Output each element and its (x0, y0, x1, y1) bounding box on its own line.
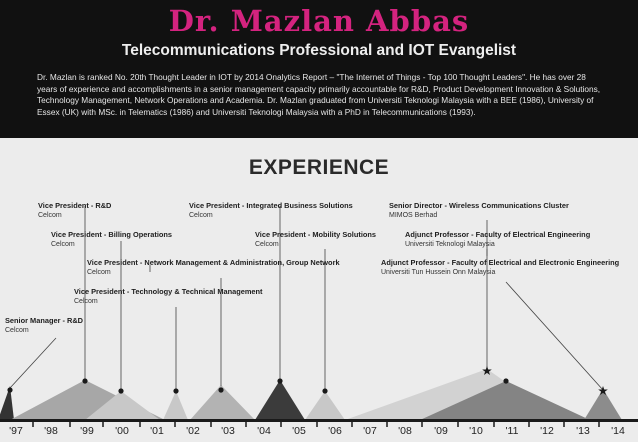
year-label: '08 (398, 425, 412, 437)
role-org: Universiti Teknologi Malaysia (405, 241, 495, 248)
role-org: MIMOS Berhad (389, 212, 438, 219)
role-org: Universiti Tun Hussein Onn Malaysia (381, 269, 496, 276)
year-label: '09 (434, 425, 448, 437)
role-label: Vice President - Integrated Business Sol… (189, 201, 353, 221)
timeline-marker (173, 388, 179, 394)
role-title: Adjunct Professor - Faculty of Electrica… (381, 258, 620, 267)
connector-line (505, 281, 604, 391)
profile-bio: Dr. Mazlan is ranked No. 20th Thought Le… (37, 72, 601, 117)
year-label: '14 (611, 425, 625, 437)
role-title: Vice President - Mobility Solutions (255, 230, 377, 239)
role-title: Vice President - Integrated Business Sol… (189, 201, 353, 210)
role-org: Celcom (255, 241, 279, 248)
role-org: Celcom (87, 269, 111, 276)
role-label: Senior Director - Wireless Communication… (389, 201, 569, 221)
role-label: Vice President - Technology & Technical … (74, 287, 263, 307)
role-label: Vice President - Network Management & Ad… (87, 258, 340, 278)
header-banner: Dr. Mazlan Abbas Telecommunications Prof… (0, 0, 638, 138)
role-title: Senior Manager - R&D (5, 316, 84, 325)
star-marker (598, 386, 608, 395)
timeline-marker (118, 388, 124, 394)
role-label: Vice President - Mobility Solutions Celc… (255, 230, 376, 250)
connector-lines (9, 206, 604, 391)
peak-shape (305, 391, 345, 420)
year-label: '13 (576, 425, 590, 437)
year-label: '98 (44, 425, 58, 437)
role-org: Celcom (74, 298, 98, 305)
year-label: '05 (292, 425, 306, 437)
year-label: '04 (257, 425, 271, 437)
role-title: Vice President - Technology & Technical … (74, 287, 263, 296)
peak-shape (190, 385, 255, 420)
timeline-peaks (0, 369, 622, 420)
peak-shape (584, 389, 622, 420)
role-label: Adjunct Professor - Faculty of Electrica… (405, 230, 590, 250)
peak-shape (85, 391, 160, 420)
year-label: '00 (115, 425, 129, 437)
year-label: '02 (186, 425, 200, 437)
role-title: Adjunct Professor - Faculty of Electrica… (405, 230, 591, 239)
year-label: '06 (328, 425, 342, 437)
role-org: Celcom (189, 212, 213, 219)
timeline-marker (322, 388, 328, 394)
axis-ticks (32, 420, 600, 427)
timeline-markers (7, 366, 608, 395)
year-label: '07 (363, 425, 377, 437)
role-title: Vice President - Billing Operations (51, 230, 173, 239)
axis-bar (0, 419, 638, 422)
peak-shape (255, 380, 305, 420)
role-title: Vice President - R&D (38, 201, 112, 210)
year-label: '97 (9, 425, 23, 437)
year-label: '99 (80, 425, 94, 437)
timeline-marker (503, 378, 509, 384)
role-label: Adjunct Professor - Faculty of Electrica… (381, 258, 619, 278)
role-label: Vice President - R&D Celcom (38, 201, 111, 221)
year-label: '03 (221, 425, 235, 437)
role-title: Vice President - Network Management & Ad… (87, 258, 340, 267)
role-title: Senior Director - Wireless Communication… (389, 201, 569, 210)
timeline-marker (82, 378, 88, 384)
year-label: '10 (469, 425, 483, 437)
timeline-axis (0, 419, 638, 427)
timeline-marker (277, 378, 283, 384)
profile-subtitle: Telecommunications Professional and IOT … (121, 42, 517, 59)
role-label: Vice President - Billing Operations Celc… (51, 230, 172, 250)
peak-shape (163, 391, 188, 420)
section-title: EXPERIENCE (248, 156, 390, 179)
role-org: Celcom (51, 241, 75, 248)
role-org: Celcom (5, 327, 29, 334)
profile-name: Dr. Mazlan Abbas (168, 4, 470, 38)
timeline-marker (7, 387, 13, 393)
connector-line (9, 337, 57, 389)
peak-shape (0, 386, 14, 420)
year-label: '01 (150, 425, 164, 437)
timeline-marker (218, 387, 224, 393)
year-label: '11 (505, 425, 519, 437)
star-marker (482, 366, 492, 375)
role-label: Senior Manager - R&D Celcom (5, 316, 83, 336)
role-org: Celcom (38, 212, 62, 219)
peak-shape (420, 381, 590, 420)
year-label: '12 (540, 425, 554, 437)
